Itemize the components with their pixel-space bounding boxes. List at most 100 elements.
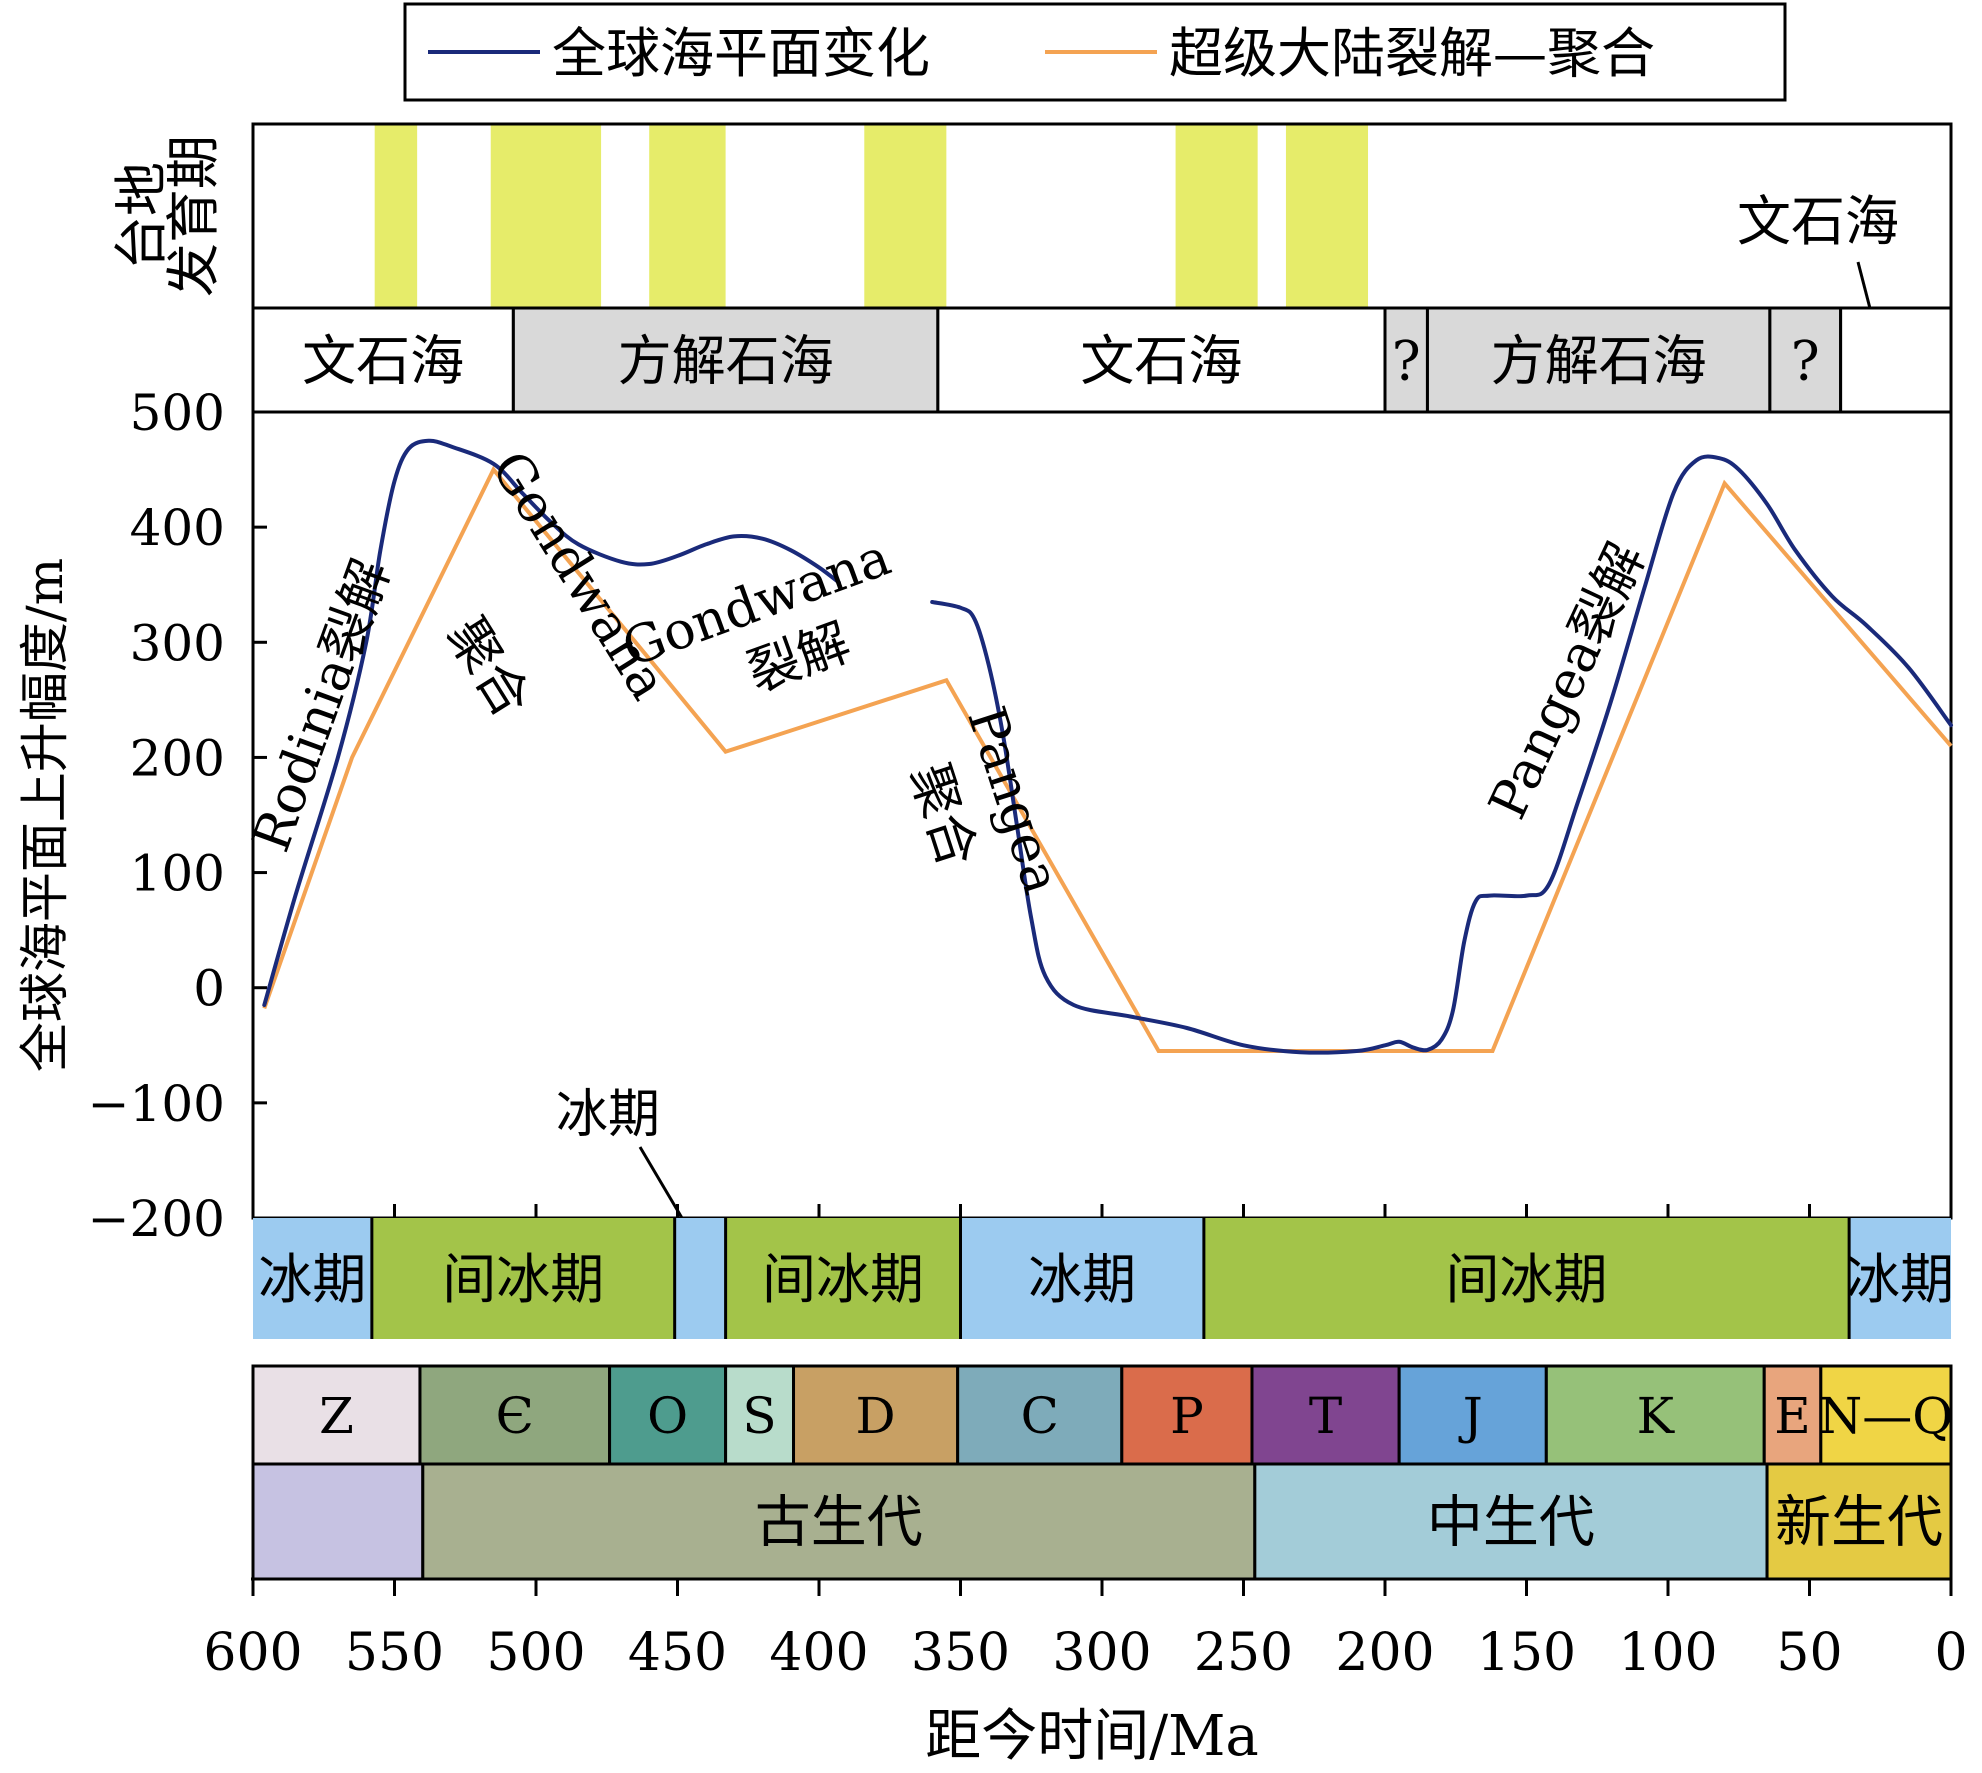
glacial-callout-label: 冰期 <box>556 1085 660 1145</box>
plot-bottom-ticks <box>393 1204 1811 1218</box>
glacial-band-4 <box>960 1218 1204 1339</box>
ocean-band-2 <box>936 306 1387 414</box>
platform-bars <box>374 124 1369 308</box>
period-band-4 <box>792 1364 960 1466</box>
period-row: Z Є O S D C P T J K E N—Q <box>251 1364 1954 1466</box>
x-tick-label-5: 350 <box>911 1623 1010 1683</box>
platform-panel: 台地 发育期 文石海 <box>110 122 1953 379</box>
y-axis: 500 400 300 200 100 0 −100 −200 <box>88 384 267 1248</box>
glacial-label-0: 冰期 <box>258 1248 366 1311</box>
period-label-9: K <box>1637 1387 1676 1445</box>
glacial-label-6: 冰期 <box>1846 1248 1954 1311</box>
period-label-6: P <box>1170 1387 1204 1445</box>
period-label-3: S <box>742 1387 776 1445</box>
period-label-4: D <box>856 1387 896 1445</box>
ocean-label-2: 文石海 <box>1080 329 1242 392</box>
ocean-label-5: ? <box>1791 329 1820 392</box>
period-band-7 <box>1250 1364 1401 1466</box>
ocean-label-4: 方解石海 <box>1491 329 1707 392</box>
period-label-0: Z <box>319 1387 354 1445</box>
platform-period-3 <box>864 124 947 308</box>
platform-period-5 <box>1285 124 1369 308</box>
platform-title-line2: 发育期 <box>162 135 225 297</box>
era-row: 古生代 中生代 新生代 <box>251 1462 1953 1581</box>
period-bands: Z Є O S D C P T J K E N—Q <box>251 1364 1954 1466</box>
ocean-band-4 <box>1425 306 1772 414</box>
platform-title-line1: 台地 <box>110 162 173 270</box>
y-tick-label-3: 200 <box>130 729 225 787</box>
ocean-label-0: 文石海 <box>302 329 464 392</box>
glacial-band-2 <box>674 1218 726 1339</box>
ocean-label-1: 方解石海 <box>618 329 834 392</box>
era-band-2 <box>1253 1462 1769 1581</box>
series-sea-level-segment-0 <box>262 438 841 1007</box>
glacial-row: 冰期 间冰期 间冰期 冰期 间冰期 冰期 <box>253 1218 1954 1339</box>
platform-period-2 <box>649 124 726 308</box>
x-tick-label-4: 400 <box>769 1623 868 1683</box>
glacial-label-1: 间冰期 <box>442 1248 604 1311</box>
series-sea-level-segment-1 <box>930 454 1953 1055</box>
glacial-band-0 <box>253 1218 372 1339</box>
glacial-label-4: 冰期 <box>1028 1248 1136 1311</box>
era-label-2: 中生代 <box>1427 1491 1595 1556</box>
period-label-2: O <box>647 1387 688 1445</box>
period-label-1: Є <box>496 1387 534 1445</box>
period-label-5: C <box>1021 1387 1059 1445</box>
y-tick-label-7: −200 <box>88 1190 225 1248</box>
aragonite-callout-label: 文石海 <box>1737 190 1899 253</box>
x-tick-label-10: 100 <box>1618 1623 1717 1683</box>
era-label-1: 古生代 <box>755 1491 923 1556</box>
y-tick-label-1: 400 <box>130 499 225 557</box>
x-tick-label-1: 550 <box>345 1623 444 1683</box>
x-tick-label-8: 200 <box>1335 1623 1434 1683</box>
platform-period-1 <box>490 124 602 308</box>
y-tick-label-4: 100 <box>130 845 225 903</box>
y-tick-label-2: 300 <box>130 614 225 672</box>
ocean-band-1 <box>511 306 940 414</box>
glacial-band-6 <box>1849 1218 1951 1339</box>
period-label-10: E <box>1774 1387 1811 1445</box>
glacial-label-5: 间冰期 <box>1446 1248 1608 1311</box>
legend: 全球海平面变化 超级大陆裂解—聚合 <box>403 2 1787 102</box>
period-label-11: N—Q <box>1819 1387 1954 1445</box>
period-band-2 <box>608 1364 728 1466</box>
glacial-band-3 <box>725 1218 961 1339</box>
platform-period-0 <box>374 124 418 308</box>
x-tick-label-0: 600 <box>203 1623 302 1683</box>
x-tick-label-3: 450 <box>628 1623 727 1683</box>
x-axis: 600 550 500 450 400 350 300 250 200 150 100 50 0 <box>203 1577 1968 1683</box>
period-band-11 <box>1819 1364 1953 1466</box>
x-tick-label-12: 0 <box>1934 1623 1967 1683</box>
y-tick-label-6: −100 <box>88 1075 225 1133</box>
era-band-1 <box>421 1462 1257 1581</box>
era-band-0 <box>251 1462 425 1581</box>
x-tick-label-7: 250 <box>1194 1623 1293 1683</box>
ocean-band-6 <box>1839 306 1953 414</box>
x-axis-label: 距今时间/Ma <box>925 1704 1259 1769</box>
period-band-6 <box>1120 1364 1254 1466</box>
y-tick-label-0: 500 <box>130 384 225 442</box>
glacial-band-5 <box>1203 1218 1850 1339</box>
era-bands: 古生代 中生代 新生代 <box>251 1462 1953 1581</box>
period-label-7: T <box>1309 1387 1342 1445</box>
y-axis-label: 全球海平面上升幅度/m <box>16 558 74 1072</box>
era-label-3: 新生代 <box>1775 1491 1943 1556</box>
platform-period-4 <box>1175 124 1258 308</box>
y-tick-label-5: 0 <box>193 960 225 1018</box>
series-layer <box>262 438 1953 1055</box>
x-tick-label-9: 150 <box>1477 1623 1576 1683</box>
x-tick-label-2: 500 <box>486 1623 585 1683</box>
period-band-8 <box>1397 1364 1548 1466</box>
x-tick-label-6: 300 <box>1052 1623 1151 1683</box>
ocean-chemistry-row: 文石海 方解石海 文石海? 方解石海? <box>251 306 1953 414</box>
plot-frame <box>251 410 1953 1220</box>
x-tick-label-11: 50 <box>1776 1623 1842 1683</box>
period-label-8: J <box>1458 1387 1483 1445</box>
ocean-bands: 文石海 方解石海 文石海? 方解石海? <box>251 306 1953 414</box>
glacial-band-1 <box>371 1218 675 1339</box>
legend-label-sea-level: 全球海平面变化 <box>552 22 930 85</box>
legend-label-supercontinent: 超级大陆裂解—聚合 <box>1169 22 1655 85</box>
period-band-1 <box>418 1364 612 1466</box>
